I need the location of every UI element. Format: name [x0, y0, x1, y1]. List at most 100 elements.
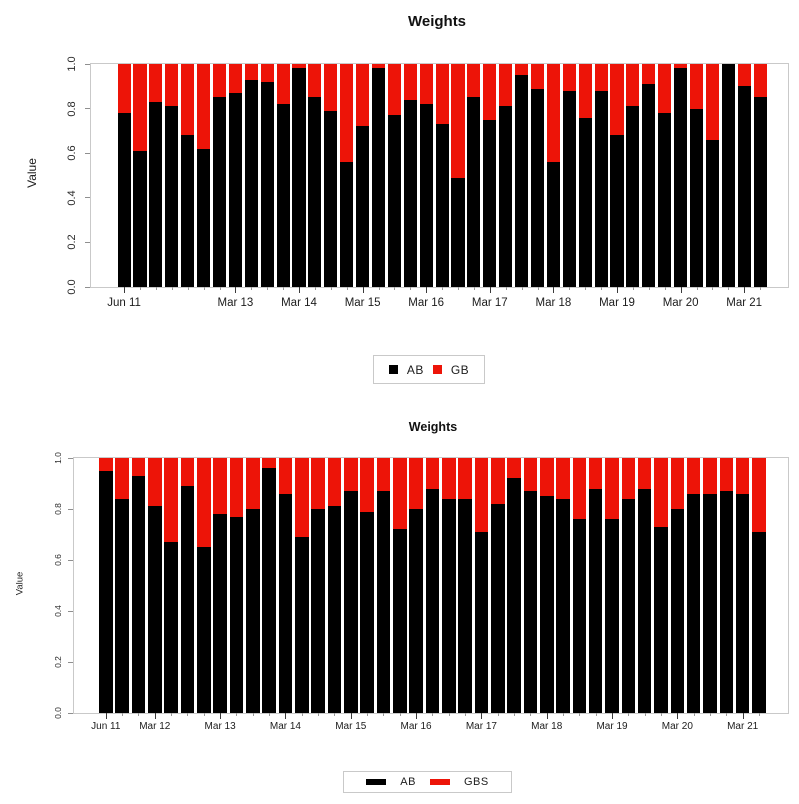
bar-27 [546, 64, 560, 287]
x-tick-minor [760, 287, 762, 290]
x-axis-label: Mar 15 [344, 297, 381, 309]
bar-4-ab-segment [164, 542, 178, 713]
bar-36-ab-segment [689, 108, 704, 287]
x-tick-minor [236, 713, 238, 716]
bar-22 [467, 64, 481, 287]
bar-23-ab-segment [483, 119, 497, 287]
x-tick-major [481, 713, 483, 719]
x-axis-label: Mar 14 [269, 721, 301, 732]
x-tick-minor [628, 713, 630, 716]
bar-19-ab-segment [409, 509, 423, 713]
bar-1-ab-segment [133, 150, 147, 287]
x-tick-minor [383, 713, 385, 716]
x-tick-minor [301, 713, 303, 716]
x-tick-minor [187, 287, 189, 290]
bar-10 [262, 458, 276, 713]
bar-9 [260, 64, 274, 287]
x-tick-major [235, 287, 237, 293]
bar-30 [594, 64, 608, 287]
x-tick-minor [521, 287, 523, 290]
bar-36 [686, 458, 701, 713]
bar-24 [490, 458, 505, 713]
y-tick [68, 712, 73, 714]
x-tick-minor [251, 287, 253, 290]
bar-11 [292, 64, 306, 287]
x-tick-minor [155, 287, 157, 290]
x-tick-minor [579, 713, 581, 716]
bar-7 [213, 458, 227, 713]
bottom-chart-title: Weights [408, 420, 458, 434]
x-tick-minor [632, 287, 634, 290]
bar-39-ab-segment [735, 493, 750, 713]
x-tick-major [285, 713, 287, 719]
bar-35-ab-segment [670, 509, 685, 713]
x-tick-minor [138, 713, 140, 716]
bar-28-ab-segment [556, 498, 570, 713]
bar-34 [658, 64, 672, 287]
bar-20-ab-segment [435, 124, 449, 287]
x-tick-minor [267, 287, 269, 290]
x-tick-minor [122, 713, 124, 716]
y-tick [68, 508, 73, 510]
x-tick-minor [712, 287, 714, 290]
x-tick-minor [569, 287, 571, 290]
x-axis-label: Mar 17 [465, 721, 497, 732]
x-tick-minor [334, 713, 336, 716]
y-tick [68, 457, 73, 459]
bar-20-ab-segment [425, 488, 440, 713]
bar-39 [737, 64, 751, 287]
bar-30-ab-segment [594, 90, 608, 287]
bar-5 [197, 64, 211, 287]
bar-2-ab-segment [149, 101, 163, 287]
bar-5 [180, 458, 195, 713]
x-tick-minor [314, 287, 316, 290]
bar-0-ab-segment [99, 470, 113, 713]
y-tick-label: 0.4 [53, 605, 63, 617]
bar-37 [705, 64, 719, 287]
bar-10 [276, 64, 290, 287]
x-tick-major [612, 713, 614, 719]
y-tick [85, 63, 90, 65]
bar-37 [703, 458, 717, 713]
bar-7-ab-segment [228, 93, 242, 287]
x-tick-minor [378, 287, 380, 290]
y-tick [85, 286, 90, 288]
legend-swatch-gbs [429, 779, 450, 785]
x-axis-label: Mar 21 [727, 721, 759, 732]
x-tick-minor [644, 713, 646, 716]
x-tick-minor [203, 713, 205, 716]
bar-6 [212, 64, 227, 287]
x-tick-major [677, 713, 679, 719]
bar-32 [621, 458, 636, 713]
bar-31 [605, 458, 619, 713]
bar-15 [356, 64, 370, 287]
bar-11-ab-segment [292, 68, 306, 287]
x-axis-label: Mar 13 [217, 297, 254, 309]
x-tick-minor [410, 287, 412, 290]
bar-29-ab-segment [578, 117, 592, 287]
bar-38-ab-segment [719, 491, 734, 713]
bar-0 [99, 458, 113, 713]
bar-36-ab-segment [686, 493, 701, 713]
x-axis-label: Mar 19 [599, 297, 635, 309]
y-tick [85, 152, 90, 154]
y-tick [68, 661, 73, 663]
bar-11-ab-segment [278, 493, 293, 713]
x-axis-label: Mar 18 [531, 721, 563, 732]
x-tick-minor [759, 713, 760, 716]
x-tick-minor [458, 287, 459, 290]
top-chart-plot-area: 1.0 0.8 0.6 0.4 0.2 0.0 Jun 11 Mar 13 Mar 14 Mar … [66, 56, 789, 309]
bar-28 [562, 64, 576, 287]
x-axis-label: Mar 20 [662, 297, 699, 309]
bar-32-ab-segment [621, 498, 636, 713]
bar-13 [311, 458, 325, 713]
bar-17 [387, 64, 401, 287]
x-tick-minor [693, 713, 695, 716]
bar-17-ab-segment [376, 491, 391, 713]
bar-31-ab-segment [605, 519, 619, 713]
x-tick-minor [497, 713, 499, 716]
x-tick-minor [367, 713, 369, 716]
x-tick-major [489, 287, 491, 293]
x-tick-minor [728, 287, 730, 290]
y-tick [85, 197, 90, 199]
